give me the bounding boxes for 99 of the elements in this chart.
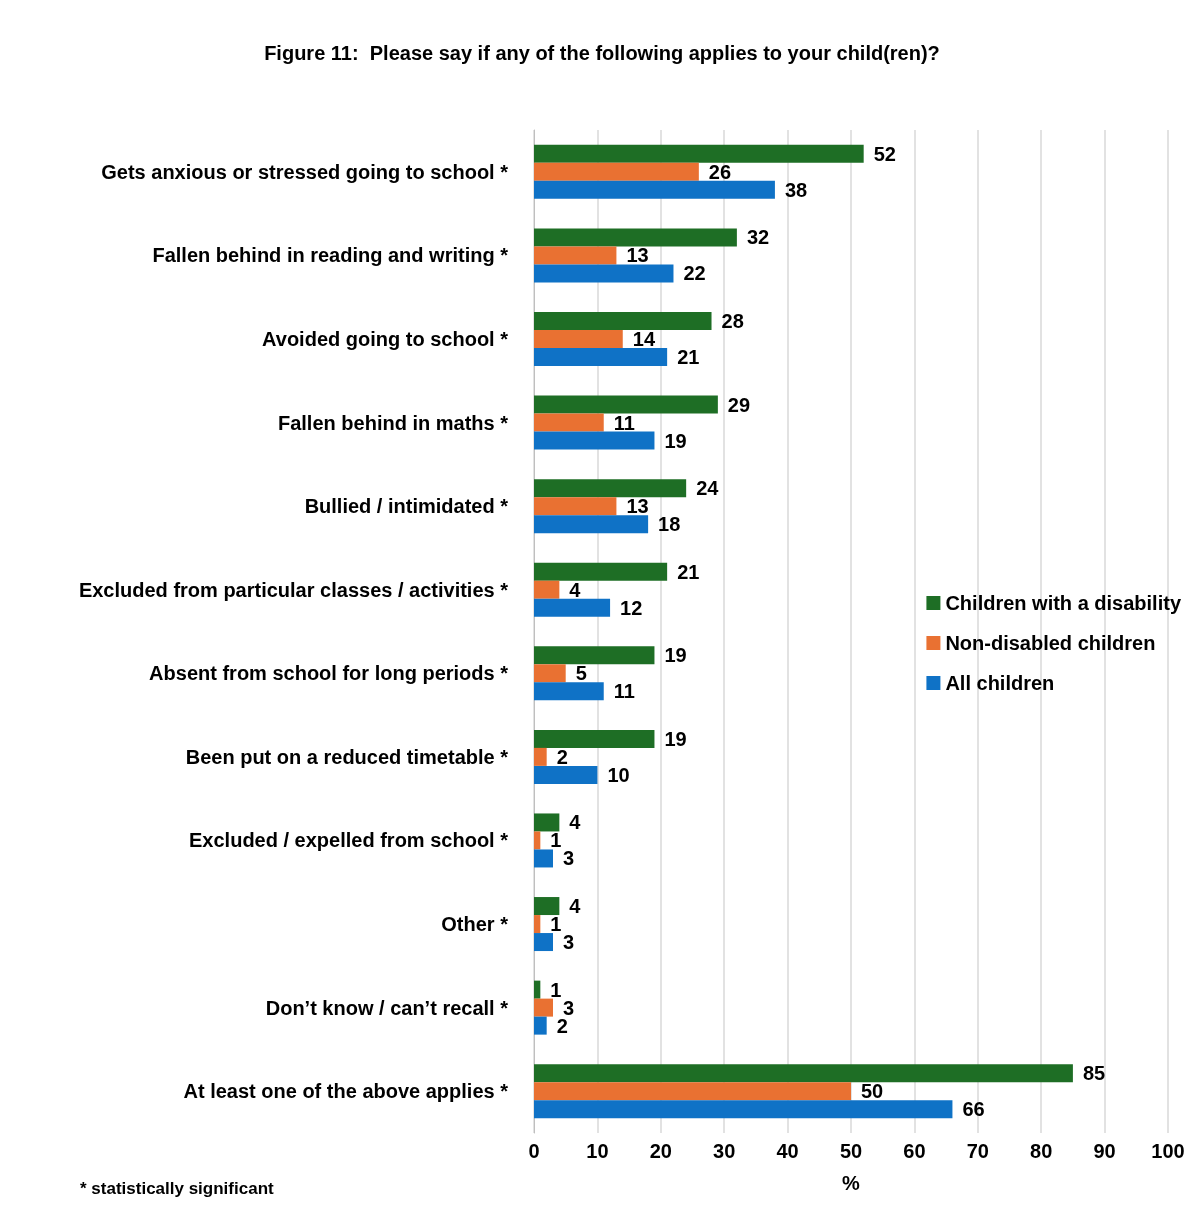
text: * statistically significant bbox=[80, 1179, 275, 1198]
x-tick-label: 20 bbox=[649, 1140, 672, 1162]
y-tick-label: At least one of the above applies * bbox=[183, 1080, 509, 1103]
bar bbox=[534, 180, 775, 199]
data-label: 10 bbox=[607, 763, 630, 786]
y-tick-label: Absent from school for long periods * bbox=[149, 662, 509, 685]
data-label: 1 bbox=[550, 978, 562, 1001]
data-label: 13 bbox=[626, 495, 649, 518]
data-label: 13 bbox=[626, 244, 649, 267]
data-label: 19 bbox=[664, 727, 687, 750]
x-tick-label: 30 bbox=[713, 1140, 736, 1162]
data-label: 52 bbox=[873, 142, 896, 165]
bar bbox=[534, 933, 554, 952]
bar bbox=[534, 664, 566, 683]
data-label: 24 bbox=[696, 477, 720, 500]
data-label: 29 bbox=[727, 393, 751, 416]
bar bbox=[534, 1100, 953, 1119]
data-label: 14 bbox=[632, 327, 656, 350]
data-label: 38 bbox=[784, 178, 808, 201]
bar bbox=[534, 998, 554, 1017]
chart-title: Figure 11: Please say if any of the following applies to your child(ren)? bbox=[264, 42, 940, 64]
bar bbox=[534, 1064, 1073, 1083]
bar bbox=[534, 831, 541, 850]
data-label: 11 bbox=[613, 411, 635, 434]
bar bbox=[534, 162, 699, 181]
data-label: 19 bbox=[664, 644, 687, 667]
data-label: 66 bbox=[962, 1098, 985, 1121]
bar bbox=[534, 246, 617, 265]
x-tick-label: 100 bbox=[1151, 1140, 1185, 1162]
legend-label: All children bbox=[945, 672, 1055, 694]
bar bbox=[534, 431, 655, 450]
y-tick-label: Avoided going to school * bbox=[262, 327, 509, 350]
data-label: 1 bbox=[550, 829, 562, 852]
bar bbox=[534, 729, 655, 748]
data-label: 11 bbox=[613, 680, 635, 703]
bar bbox=[534, 347, 668, 366]
bar bbox=[534, 562, 668, 581]
y-tick-label: Excluded from particular classes / activities * bbox=[78, 578, 509, 601]
x-axis-title: % bbox=[842, 1172, 861, 1194]
data-label: 22 bbox=[683, 262, 706, 285]
y-tick-label: Fallen behind in reading and writing * bbox=[152, 244, 509, 267]
bar bbox=[534, 980, 541, 999]
y-tick-label: Gets anxious or stressed going to school * bbox=[101, 160, 509, 183]
y-tick-label: Been put on a reduced timetable * bbox=[185, 745, 509, 768]
data-label: 1 bbox=[550, 913, 562, 936]
bar bbox=[534, 413, 604, 432]
bar bbox=[534, 311, 712, 330]
data-label: 85 bbox=[1082, 1062, 1106, 1085]
bar bbox=[534, 329, 623, 348]
y-tick-label: Other * bbox=[441, 913, 509, 936]
data-label: 19 bbox=[664, 429, 687, 452]
bar bbox=[534, 1082, 851, 1101]
bar bbox=[534, 479, 687, 498]
data-label: 18 bbox=[658, 513, 681, 536]
y-tick-label: Bullied / intimidated * bbox=[304, 495, 509, 518]
data-label: 32 bbox=[746, 226, 770, 249]
x-tick-label: 10 bbox=[586, 1140, 609, 1162]
bar bbox=[534, 264, 674, 283]
legend-label: Non-disabled children bbox=[945, 632, 1156, 654]
bar bbox=[534, 144, 864, 163]
data-label: 50 bbox=[861, 1080, 884, 1103]
data-label: 3 bbox=[563, 931, 575, 954]
data-label: 3 bbox=[563, 847, 575, 870]
x-tick-label: 0 bbox=[528, 1140, 540, 1162]
data-label: 4 bbox=[569, 811, 582, 834]
x-tick-label: 50 bbox=[839, 1140, 863, 1162]
bar bbox=[534, 849, 554, 868]
bar bbox=[534, 646, 655, 665]
bar bbox=[534, 813, 560, 832]
data-label: 26 bbox=[708, 160, 732, 183]
data-label: 21 bbox=[677, 560, 700, 583]
bar bbox=[534, 497, 617, 516]
bar bbox=[534, 580, 560, 599]
x-tick-label: 90 bbox=[1093, 1140, 1116, 1162]
bar bbox=[534, 915, 541, 934]
data-label: 28 bbox=[721, 309, 744, 332]
data-label: 4 bbox=[569, 895, 582, 918]
bar bbox=[534, 682, 604, 701]
x-tick-label: 60 bbox=[903, 1140, 926, 1162]
data-label: 21 bbox=[677, 345, 700, 368]
data-label: 5 bbox=[575, 662, 587, 685]
y-tick-label: Don’t know / can’t recall * bbox=[265, 996, 509, 1019]
x-tick-label: 40 bbox=[776, 1140, 799, 1162]
bar bbox=[534, 395, 718, 414]
y-tick-label: Fallen behind in maths * bbox=[277, 411, 509, 434]
bar bbox=[534, 747, 547, 766]
x-tick-label: 70 bbox=[966, 1140, 989, 1162]
data-label: 2 bbox=[556, 745, 568, 768]
bar bbox=[534, 897, 560, 916]
bar bbox=[534, 1016, 547, 1035]
bar bbox=[534, 228, 737, 247]
bar bbox=[534, 598, 611, 617]
legend-label: Children with a disability bbox=[945, 592, 1182, 614]
bar bbox=[534, 515, 649, 534]
data-label: 12 bbox=[620, 596, 643, 619]
y-tick-label: Excluded / expelled from school * bbox=[189, 829, 509, 852]
data-label: 4 bbox=[569, 578, 582, 601]
bar bbox=[534, 765, 598, 784]
x-tick-label: 80 bbox=[1030, 1140, 1053, 1162]
